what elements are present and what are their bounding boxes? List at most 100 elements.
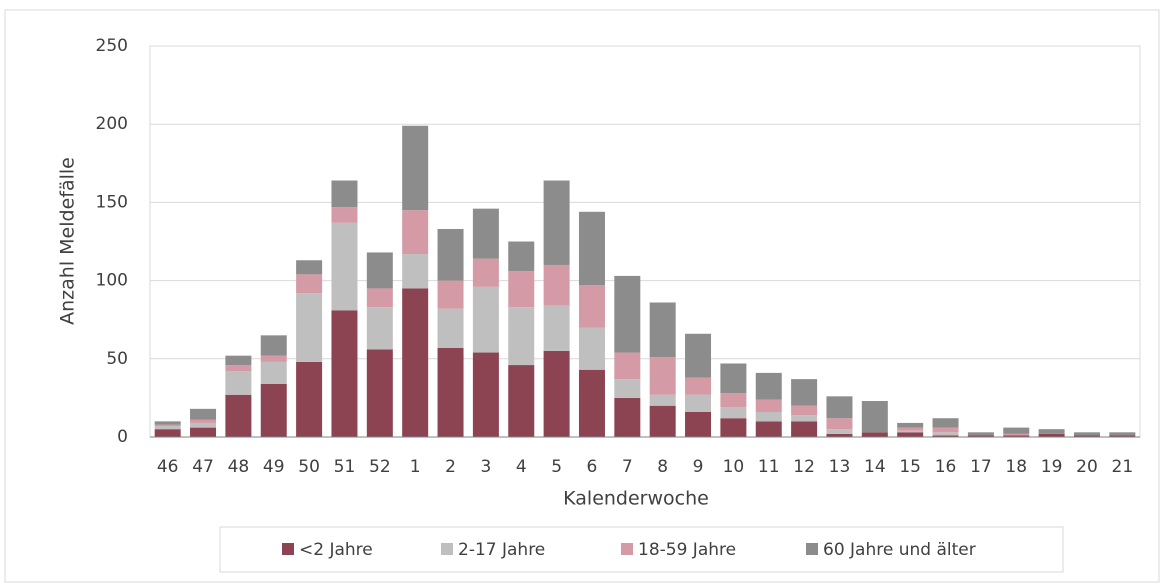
- bar-segment: [755, 399, 782, 412]
- bar-segment: [791, 379, 818, 406]
- x-tick-label: 48: [228, 457, 250, 477]
- x-tick-label: 11: [758, 457, 780, 477]
- legend-swatch: [441, 543, 453, 555]
- x-tick-label: 47: [192, 457, 214, 477]
- chart-border: [4, 9, 1160, 583]
- bar-segment: [685, 394, 712, 412]
- bar-segment: [932, 432, 959, 436]
- bar-segment: [861, 432, 888, 437]
- x-tick-label: 17: [970, 457, 992, 477]
- x-tick-label: 8: [657, 457, 668, 477]
- x-axis-label: Kalenderwoche: [563, 488, 709, 510]
- bar-segment: [190, 408, 217, 420]
- bar-segment: [649, 302, 676, 358]
- bar-segment: [260, 361, 287, 384]
- bar-segment: [932, 435, 959, 437]
- bar-segment: [260, 335, 287, 356]
- bar-segment: [508, 307, 535, 366]
- bar-segment: [260, 383, 287, 437]
- x-tick-label: 4: [516, 457, 527, 477]
- x-tick-label: 21: [1112, 457, 1134, 477]
- bar-segment: [472, 258, 499, 287]
- y-tick-label: 250: [96, 36, 128, 56]
- bar-segment: [366, 349, 393, 437]
- bar-segment: [508, 241, 535, 272]
- bar-segment: [225, 355, 252, 366]
- y-tick-label: 0: [117, 427, 128, 447]
- legend-swatch: [621, 543, 633, 555]
- x-tick-label: 14: [864, 457, 886, 477]
- bar-segment: [1109, 435, 1136, 437]
- bar-segment: [578, 211, 605, 286]
- bar-segment: [543, 180, 570, 265]
- bar-segment: [720, 418, 747, 437]
- bar-segment: [296, 293, 323, 362]
- bar-segment: [402, 210, 429, 255]
- bar-segment: [932, 418, 959, 428]
- bar-segment: [720, 363, 747, 394]
- bar-segment: [897, 422, 924, 428]
- bar-segment: [437, 280, 464, 309]
- bar-segment: [649, 394, 676, 406]
- bar-segment: [755, 372, 782, 400]
- bar-segment: [1073, 432, 1100, 436]
- bar-segment: [472, 208, 499, 259]
- bar-segment: [154, 421, 181, 425]
- bar-segment: [331, 310, 358, 437]
- x-tick-label: 12: [793, 457, 815, 477]
- bar-segment: [154, 426, 181, 430]
- x-tick-label: 46: [157, 457, 179, 477]
- y-tick-label: 150: [96, 192, 128, 212]
- bar-segment: [1038, 433, 1065, 437]
- legend-label: 18-59 Jahre: [638, 540, 736, 560]
- bar-segment: [897, 427, 924, 431]
- x-tick-label: 7: [622, 457, 633, 477]
- bar-segment: [755, 421, 782, 437]
- bar-segment: [720, 393, 747, 408]
- bar-segment: [402, 288, 429, 437]
- legend-label: <2 Jahre: [299, 540, 373, 560]
- bar-segment: [225, 371, 252, 395]
- legend: [219, 526, 1064, 573]
- bar-segment: [366, 288, 393, 308]
- bar-segment: [331, 180, 358, 208]
- bar-segment: [331, 207, 358, 223]
- bar-segment: [578, 285, 605, 328]
- bar-segment: [472, 286, 499, 353]
- bar-segment: [508, 271, 535, 308]
- bar-segment: [190, 419, 217, 423]
- bar-segment: [296, 260, 323, 275]
- bar-segment: [578, 327, 605, 370]
- x-tick-label: 16: [935, 457, 957, 477]
- bar-segment: [331, 222, 358, 311]
- x-tick-label: 15: [899, 457, 921, 477]
- y-tick-label: 200: [96, 114, 128, 134]
- bar-segment: [826, 396, 853, 419]
- bar-segment: [720, 407, 747, 419]
- bar-segment: [508, 365, 535, 437]
- y-axis-label: Anzahl Meldefälle: [57, 157, 79, 325]
- bar-segment: [1003, 427, 1030, 434]
- x-tick-label: 1: [410, 457, 421, 477]
- x-tick-label: 49: [263, 457, 285, 477]
- bar-segment: [1073, 435, 1100, 437]
- bar-segment: [826, 433, 853, 437]
- bar-segment: [437, 228, 464, 281]
- bar-segment: [826, 418, 853, 430]
- bar-segment: [225, 394, 252, 437]
- bar-segment: [260, 355, 287, 362]
- bar-segment: [791, 405, 818, 416]
- bar-segment: [685, 411, 712, 437]
- bar-segment: [967, 432, 994, 436]
- bar-segment: [685, 377, 712, 395]
- bar-segment: [154, 429, 181, 437]
- x-tick-label: 3: [480, 457, 491, 477]
- x-tick-label: 5: [551, 457, 562, 477]
- bar-segment: [614, 379, 641, 398]
- bar-segment: [755, 411, 782, 422]
- x-tick-label: 51: [334, 457, 356, 477]
- bar-segment: [154, 424, 181, 427]
- bar-segment: [791, 421, 818, 437]
- bar-segment: [190, 422, 217, 428]
- bar-segment: [932, 427, 959, 433]
